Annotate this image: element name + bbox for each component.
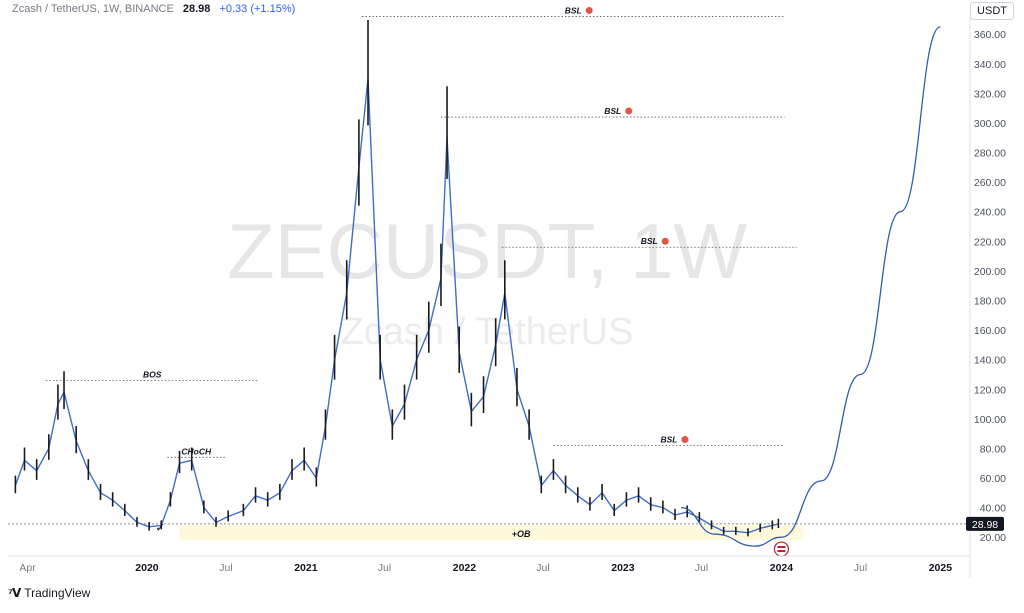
level-label-bsl: BSL [660, 434, 677, 444]
last-price: 28.98 [182, 3, 211, 15]
chart-header: Zcash / TetherUS, 1W, BINANCE 28.98 +0.3… [12, 3, 295, 15]
price-tick-label: 80.00 [980, 443, 1006, 455]
price-tick-label: 320.00 [974, 88, 1006, 100]
level-label-choch: CHoCH [181, 446, 212, 456]
symbol-description: Zcash / TetherUS, 1W, BINANCE [12, 3, 174, 15]
tradingview-marker-icon [661, 237, 669, 245]
tradingview-marker-icon [585, 6, 593, 14]
time-tick-label: Apr [19, 562, 36, 574]
us-flag-stripe [777, 546, 786, 549]
level-label-bsl: BSL [641, 236, 658, 246]
price-tick-label: 100.00 [974, 414, 1006, 426]
watermark-symbol: ZECUSDT, 1W [227, 207, 747, 295]
us-flag-stripe [777, 550, 786, 553]
time-tick-label: 2023 [611, 562, 635, 574]
level-label-bos: BOS [143, 369, 162, 379]
price-tick-label: 120.00 [974, 384, 1006, 396]
price-tick-label: 340.00 [974, 59, 1006, 71]
price-tick-label: 140.00 [974, 355, 1006, 367]
price-tick-label: 160.00 [974, 325, 1006, 337]
time-tick-label: Jul [378, 562, 391, 574]
level-label-bsl: BSL [604, 106, 621, 116]
time-tick-label: 2025 [929, 562, 953, 574]
footer-brand: TradingView [24, 586, 91, 600]
price-tick-label: 40.00 [980, 503, 1006, 515]
tradingview-marker-icon [625, 107, 633, 115]
last-price-badge [966, 516, 1004, 531]
time-tick-label: 2020 [135, 562, 159, 574]
price-tick-label: 280.00 [974, 148, 1006, 160]
us-flag-icon [773, 541, 790, 557]
time-tick-label: Jul [854, 562, 867, 574]
time-tick-label: Jul [219, 562, 232, 574]
projection-curve [681, 26, 941, 547]
price-change: +0.33 (+1.15%) [219, 3, 296, 15]
price-tick-label: 260.00 [974, 177, 1006, 189]
tradingview-marker-icon [681, 435, 689, 443]
watermark-name: Zcash / TetherUS [341, 311, 634, 353]
price-tick-label: 60.00 [980, 473, 1006, 485]
time-tick-label: 2024 [770, 562, 794, 574]
order-block-zone [179, 525, 803, 541]
price-tick-label: 300.00 [974, 118, 1006, 130]
order-block-label: +OB [512, 529, 531, 539]
tradingview-logo-icon: ⁷𝗩 [8, 586, 21, 600]
price-tick-label: 360.00 [974, 29, 1006, 41]
time-tick-label: Jul [536, 562, 549, 574]
last-price-badge-text: 28.98 [972, 519, 998, 531]
currency-selector[interactable]: USDT [970, 2, 1014, 20]
footer: ⁷𝗩 TradingView [8, 586, 90, 600]
price-tick-label: 180.00 [974, 295, 1006, 307]
checkmark-annotation: ✓ [155, 520, 165, 534]
price-tick-label: 240.00 [974, 207, 1006, 219]
level-label-bsl: BSL [565, 5, 582, 15]
time-tick-label: Jul [695, 562, 708, 574]
time-tick-label: 2021 [294, 562, 318, 574]
price-tick-label: 200.00 [974, 266, 1006, 278]
time-tick-label: 2022 [453, 562, 477, 574]
price-line [14, 78, 779, 534]
price-tick-label: 220.00 [974, 236, 1006, 248]
price-tick-label: 20.00 [980, 532, 1006, 544]
